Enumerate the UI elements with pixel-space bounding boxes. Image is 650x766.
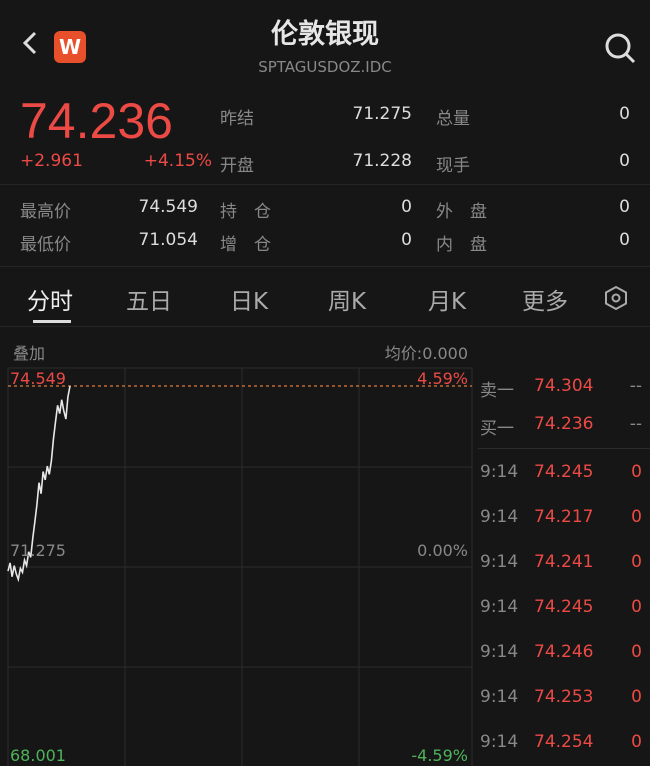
divider	[0, 184, 650, 185]
stat-label: 最低价	[20, 235, 71, 255]
pct-label-bottom: -4.59%	[411, 746, 468, 765]
stat-label: 总量	[436, 109, 470, 129]
tab-intraday[interactable]: 分时	[27, 289, 73, 315]
stat-value: 0	[619, 104, 630, 124]
divider	[0, 266, 650, 267]
stat-label: 外 盘	[436, 202, 487, 222]
stat-label: 增 仓	[220, 235, 271, 255]
tab-five-day[interactable]: 五日	[126, 289, 172, 315]
tick-volume: 0	[631, 732, 642, 752]
divider	[478, 448, 650, 449]
tick-price: 74.217	[534, 507, 594, 527]
bid-price: 74.236	[534, 414, 594, 434]
ask-price: 74.304	[534, 376, 594, 396]
back-button[interactable]	[20, 30, 40, 56]
price-line	[7, 385, 71, 583]
tick-price: 74.246	[534, 642, 594, 662]
stat-value: 74.549	[138, 197, 198, 217]
pct-label-top: 4.59%	[417, 369, 468, 388]
bid-volume: --	[629, 414, 642, 434]
tick-time: 9:14	[480, 597, 519, 617]
chart-tabs: 分时 五日 日K 周K 月K 更多	[0, 278, 650, 322]
pct-label-mid: 0.00%	[417, 541, 468, 560]
price-change: +2.961	[20, 151, 83, 171]
ask-label: 卖一	[480, 381, 514, 401]
stat-label: 内 盘	[436, 235, 487, 255]
divider	[0, 326, 650, 327]
tick-time: 9:14	[480, 732, 519, 752]
tick-volume: 0	[631, 552, 642, 572]
tick-price: 74.254	[534, 732, 594, 752]
tick-time: 9:14	[480, 462, 519, 482]
search-icon	[605, 33, 636, 64]
bid-label: 买一	[480, 419, 514, 439]
stat-value: 0	[619, 197, 630, 217]
back-icon	[22, 31, 37, 55]
tab-more[interactable]: 更多	[522, 289, 568, 315]
price-change-pct: +4.15%	[143, 151, 212, 171]
ask-volume: --	[629, 376, 642, 396]
tick-volume: 0	[631, 597, 642, 617]
chart-grid	[7, 367, 473, 766]
search-button[interactable]	[604, 32, 636, 68]
y-label-top: 74.549	[10, 369, 66, 388]
tick-price: 74.245	[534, 462, 594, 482]
settings-icon[interactable]	[603, 285, 629, 311]
stat-value: 71.228	[352, 151, 412, 171]
tick-volume: 0	[631, 642, 642, 662]
tab-monthly-k[interactable]: 月K	[428, 289, 467, 315]
tick-time: 9:14	[480, 687, 519, 707]
tick-volume: 0	[631, 462, 642, 482]
stat-value: 71.275	[352, 104, 412, 124]
stat-label: 昨结	[220, 109, 254, 129]
stat-label: 现手	[436, 156, 470, 176]
y-label-mid: 71.275	[10, 541, 66, 560]
page-title: 伦敦银现	[271, 19, 379, 50]
tick-price: 74.241	[534, 552, 594, 572]
last-price: 74.236	[20, 93, 173, 149]
symbol-code: SPTAGUSDOZ.IDC	[258, 58, 392, 76]
stat-label: 开盘	[220, 156, 254, 176]
tick-price: 74.253	[534, 687, 594, 707]
stat-value: 71.054	[138, 230, 198, 250]
stat-value: 0	[619, 230, 630, 250]
tab-weekly-k[interactable]: 周K	[328, 289, 367, 315]
tab-daily-k[interactable]: 日K	[230, 289, 269, 315]
overlay-button[interactable]: 叠加	[13, 344, 46, 363]
tick-time: 9:14	[480, 507, 519, 527]
tick-time: 9:14	[480, 642, 519, 662]
tick-volume: 0	[631, 687, 642, 707]
stat-value: 0	[401, 197, 412, 217]
intraday-chart	[7, 367, 473, 766]
stat-value: 0	[619, 151, 630, 171]
tick-volume: 0	[631, 507, 642, 527]
stat-label: 最高价	[20, 202, 71, 222]
active-tab-indicator	[33, 320, 71, 323]
avg-price: 均价:0.000	[384, 344, 468, 363]
stat-label: 持 仓	[220, 202, 271, 222]
stat-value: 0	[401, 230, 412, 250]
tick-time: 9:14	[480, 552, 519, 572]
y-label-bottom: 68.001	[10, 746, 66, 765]
watchlist-badge[interactable]: W	[54, 31, 86, 63]
tick-price: 74.245	[534, 597, 594, 617]
